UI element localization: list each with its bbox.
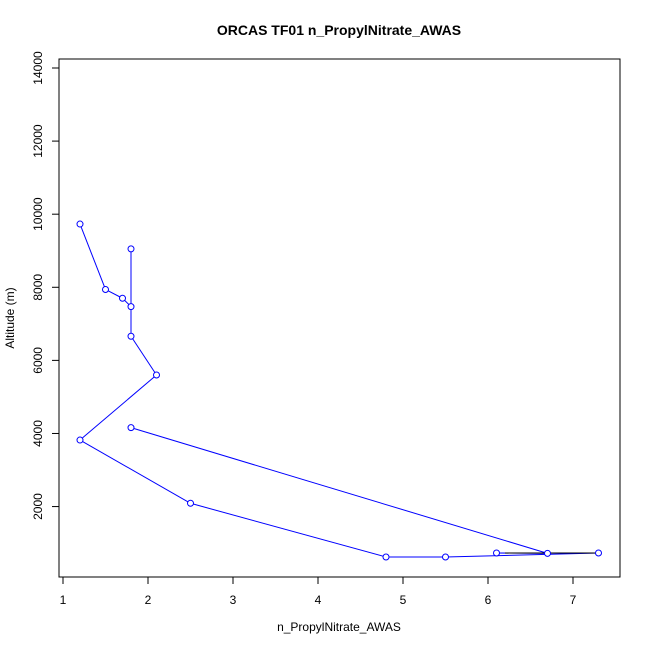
data-point xyxy=(443,554,449,560)
data-point xyxy=(103,286,109,292)
x-axis-title: n_PropylNitrate_AWAS xyxy=(277,620,401,634)
y-tick-label: 2000 xyxy=(31,493,45,520)
y-axis-title: Altitude (m) xyxy=(3,287,17,348)
data-point xyxy=(77,221,83,227)
data-point xyxy=(154,372,160,378)
y-tick-label: 10000 xyxy=(31,197,45,231)
data-point xyxy=(188,500,194,506)
data-point xyxy=(120,295,126,301)
data-point xyxy=(383,554,389,560)
x-tick-label: 5 xyxy=(400,593,407,607)
x-tick-label: 7 xyxy=(570,593,577,607)
x-tick-label: 4 xyxy=(315,593,322,607)
y-tick-label: 14000 xyxy=(31,51,45,85)
data-point xyxy=(128,304,134,310)
x-tick-label: 1 xyxy=(60,593,67,607)
x-tick-label: 6 xyxy=(485,593,492,607)
y-tick-label: 6000 xyxy=(31,347,45,374)
y-tick-label: 4000 xyxy=(31,420,45,447)
data-point xyxy=(128,246,134,252)
data-point xyxy=(596,550,602,556)
x-tick-label: 2 xyxy=(145,593,152,607)
data-point xyxy=(77,437,83,443)
data-point xyxy=(128,333,134,339)
y-tick-label: 8000 xyxy=(31,274,45,301)
data-point xyxy=(494,550,500,556)
data-point xyxy=(128,425,134,431)
data-point xyxy=(545,550,551,556)
x-tick-label: 3 xyxy=(230,593,237,607)
chart-title: ORCAS TF01 n_PropylNitrate_AWAS xyxy=(217,22,461,38)
y-tick-label: 12000 xyxy=(31,124,45,158)
